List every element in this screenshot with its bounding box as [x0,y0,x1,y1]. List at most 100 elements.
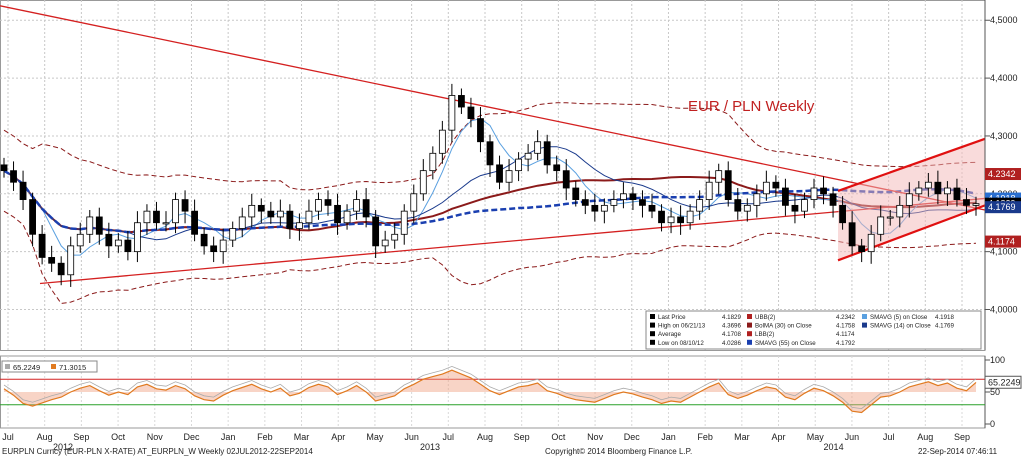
candle-body [572,187,580,200]
candle-body [48,257,56,264]
legend-swatch [650,322,655,328]
candle-body [400,210,408,235]
legend-label: SMAVG (55) on Close [755,340,816,347]
candle-body [562,170,570,189]
candle-body [276,210,284,218]
candle-body [696,199,704,212]
candle-body [782,187,789,206]
candle-body [181,199,189,212]
legend-swatch [650,339,655,345]
candle-body [429,152,437,172]
legend-label: SMAVG (14) on Close [870,323,931,330]
candle-body [124,239,132,253]
candle-body [801,199,808,212]
candle-body [372,216,380,247]
candle-body [839,204,846,224]
year-label: 2012 [53,442,73,452]
candle-body [648,204,656,212]
candle-body [686,210,694,224]
month-label: Feb [257,432,273,442]
month-label: Apr [772,432,786,442]
candle-body [610,199,618,206]
candle-body [896,204,904,218]
year-label: 2013 [420,442,440,452]
price-tick-label: 4,0000 [990,305,1018,315]
legend-value: 4.1918 [935,314,954,321]
candle-body [391,233,399,241]
rsi-tick-label: 50 [990,387,1000,397]
month-label: May [807,432,825,442]
legend-swatch [650,331,655,337]
month-label: Aug [917,432,933,442]
month-label: Sep [514,432,530,442]
legend-swatch [747,339,752,345]
chart-title: EUR / PLN Weekly [688,98,815,115]
legend-value: 4.3696 [722,323,741,330]
channel-upper-line [837,137,986,192]
rsi-legend-value: 71.3015 [59,363,86,372]
candle-body [505,170,513,183]
candle-body [715,170,723,183]
legend-value: 4.2342 [836,314,855,321]
candle-body [286,210,294,229]
candle-body [57,262,65,276]
candle-body [867,233,875,253]
candle-body [886,216,894,219]
legend-label: UBB(2) [755,314,775,321]
month-label: Jun [845,432,860,442]
candle-body [810,187,818,200]
legend-label: SMAVG (5) on Close [870,314,928,321]
candle-body [19,181,27,200]
legend-value: 4.1792 [836,340,855,347]
candle-body [257,204,265,212]
candle-body [972,203,980,206]
candle-body [515,158,522,172]
rsi-tick-label: 0 [990,419,995,429]
candle-body [762,181,770,195]
candle-body [772,181,780,189]
month-label: Nov [587,432,604,442]
candle-body [934,181,942,195]
candle-body [267,210,275,218]
month-label: Jul [2,432,14,442]
legend-swatch [747,314,752,319]
month-label: Oct [551,432,566,442]
price-tag-label: 4.1769 [988,202,1016,212]
candle-body [486,141,494,166]
month-label: Oct [111,432,126,442]
rsi-legend-value: 65.2249 [13,363,40,372]
month-label: Mar [294,432,310,442]
candle-body [67,245,75,276]
candle-body [353,199,360,212]
candle-body [362,199,370,218]
candle-body [153,210,160,224]
candle-body [496,164,503,183]
candle-body [305,210,313,224]
candle-body [581,199,589,206]
candle-body [172,199,179,224]
candle-body [743,204,751,212]
candle-body [10,170,17,183]
candle-body [553,164,561,172]
legend-label: Last Price [658,314,686,321]
candle-body [419,170,427,195]
candle-body [534,141,542,154]
rsi-area [4,370,976,413]
month-label: Dec [624,432,641,442]
candle-body [858,245,866,253]
candle-body [29,199,36,235]
price-tag [985,235,1021,248]
candle-body [620,193,627,200]
price-tick-label: 4,3000 [990,131,1018,141]
rsi-tag [984,375,1022,389]
candle-body [724,170,732,200]
candle-body [791,204,799,212]
legend-value: 4.1708 [722,331,741,338]
candle-body [448,95,456,131]
price-tag-label: 4.2342 [988,169,1016,179]
month-label: Jan [661,432,676,442]
legend-value: 4.1174 [836,331,855,338]
candle-body [38,233,46,258]
candle-body [963,199,970,206]
